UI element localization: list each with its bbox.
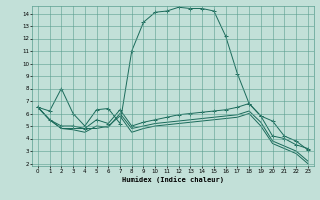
X-axis label: Humidex (Indice chaleur): Humidex (Indice chaleur) <box>122 176 224 183</box>
